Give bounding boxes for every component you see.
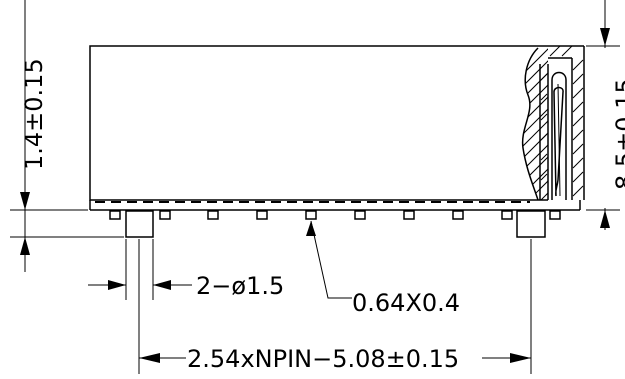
section-hatch (522, 48, 548, 200)
locating-pegs (125, 210, 546, 238)
dim-total-height: 8.5±0.15 (600, 0, 625, 230)
pin-row (109, 210, 561, 220)
pin (256, 210, 268, 220)
spring-contact (551, 71, 567, 200)
extension-lines (10, 45, 620, 374)
pin (109, 210, 121, 220)
peg-diameter-label: 2−ø1.5 (196, 272, 284, 300)
pin (452, 210, 464, 220)
span-width-label: 2.54xNPIN−5.08±0.15 (187, 345, 459, 373)
pin (501, 210, 513, 220)
pin (403, 210, 415, 220)
connector-body (89, 45, 581, 211)
pin (305, 210, 317, 220)
section-cutaway (521, 45, 585, 201)
dim-peg-diameter: 2−ø1.5 (88, 272, 284, 300)
peg-right (516, 210, 546, 238)
pin (549, 210, 561, 220)
dim-pin-size: 0.64X0.4 (306, 220, 460, 317)
pin (207, 210, 219, 220)
pin (159, 210, 171, 220)
dim-height-offset: 1.4±0.15 (20, 0, 48, 272)
pin-size-label: 0.64X0.4 (352, 289, 460, 317)
total-height-label: 8.5±0.15 (611, 78, 625, 190)
dim-span-width: 2.54xNPIN−5.08±0.15 (139, 345, 531, 373)
height-offset-label: 1.4±0.15 (20, 58, 48, 170)
pin (354, 210, 366, 220)
peg-left (125, 210, 154, 238)
